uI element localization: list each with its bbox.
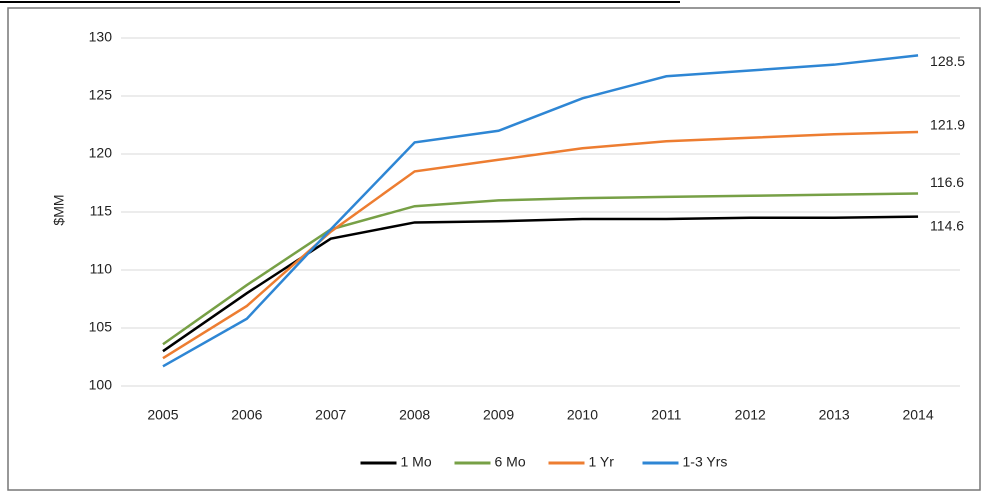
end-value-label: 114.6 — [930, 217, 964, 233]
x-tick-label: 2005 — [147, 407, 178, 423]
x-tick-label: 2012 — [735, 407, 766, 423]
series-line — [162, 192, 919, 346]
x-tick-label: 2013 — [819, 407, 850, 423]
x-tick-label: 2011 — [651, 407, 681, 423]
legend-label: 1 Mo — [401, 454, 432, 470]
legend-label: 1 Yr — [589, 454, 615, 470]
y-tick-label: 100 — [89, 377, 113, 393]
end-value-label: 116.6 — [930, 174, 964, 190]
y-tick-label: 110 — [90, 261, 113, 277]
legend-label: 1-3 Yrs — [683, 454, 728, 470]
y-axis-title: $MM — [51, 194, 67, 225]
series-line — [162, 130, 919, 360]
end-value-label: 121.9 — [930, 117, 965, 133]
x-tick-label: 2009 — [483, 407, 514, 423]
series-line — [162, 54, 919, 368]
x-tick-label: 2014 — [902, 407, 933, 423]
series-line — [162, 215, 919, 353]
x-tick-label: 2010 — [567, 407, 598, 423]
end-value-label: 128.5 — [930, 53, 965, 69]
y-tick-label: 115 — [90, 203, 113, 219]
x-tick-label: 2007 — [315, 407, 346, 423]
x-tick-label: 2006 — [231, 407, 262, 423]
y-tick-label: 130 — [89, 29, 113, 45]
chart-border — [7, 7, 981, 491]
y-tick-label: 105 — [89, 319, 113, 335]
y-tick-label: 125 — [89, 87, 113, 103]
legend-label: 6 Mo — [495, 454, 526, 470]
x-tick-label: 2008 — [399, 407, 430, 423]
y-tick-label: 120 — [89, 145, 113, 161]
